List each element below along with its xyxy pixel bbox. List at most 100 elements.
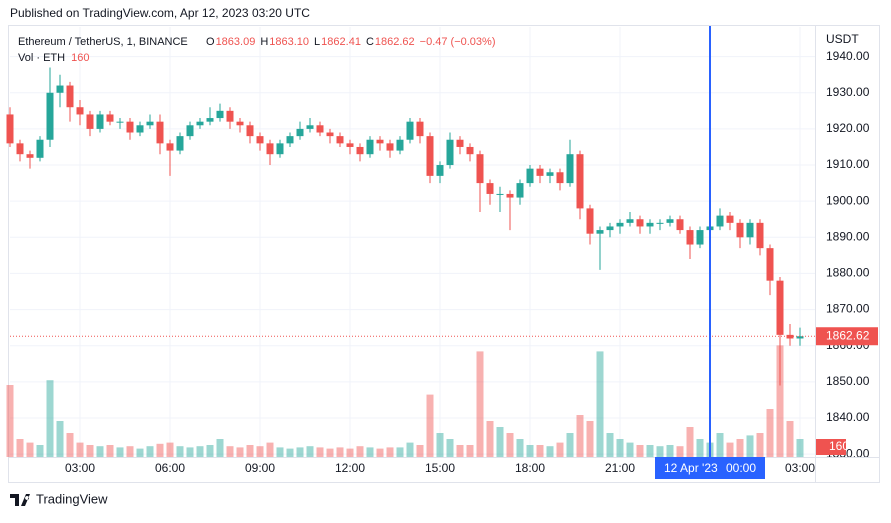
volume-bar (536, 445, 544, 457)
volume-bar (316, 447, 324, 457)
volume-bar (276, 447, 284, 457)
volume-bar (646, 445, 654, 457)
candle-body (556, 172, 564, 184)
candle-body (766, 248, 774, 281)
ohlc-value: 1863.09 (216, 36, 256, 48)
candle-body (406, 121, 414, 140)
y-tick-label: 1900.00 (826, 193, 870, 207)
candle-body (16, 143, 24, 155)
volume-title: Vol · ETH (18, 52, 65, 64)
ohlc-value: 1862.62 (375, 36, 415, 48)
y-tick-label: 1870.00 (826, 302, 870, 316)
ohlc-value: 1863.10 (269, 36, 309, 48)
volume-bar (486, 421, 494, 457)
candle-body (626, 219, 634, 223)
candle-body (166, 143, 174, 151)
candle-body (586, 208, 594, 234)
y-tick-label: 1940.00 (826, 49, 870, 63)
candle-body (156, 121, 164, 144)
candle-body (576, 154, 584, 209)
candle-body (216, 110, 224, 119)
volume-bar (36, 445, 44, 457)
x-tick-label: 03:00 (65, 461, 95, 475)
candle-body (516, 183, 524, 198)
candle-body (246, 125, 254, 137)
volume-bar (746, 435, 754, 457)
candle-body (6, 114, 14, 144)
volume-bar (716, 433, 724, 457)
volume-bar (366, 447, 374, 457)
candle-body (126, 121, 134, 133)
volume-bar (506, 433, 514, 457)
volume-bar (726, 442, 734, 457)
candle-body (596, 230, 604, 234)
candle-body (316, 125, 324, 133)
candle-body (56, 85, 64, 93)
brand: TradingView (36, 491, 108, 506)
volume-bar (186, 447, 194, 457)
volume-bar (66, 433, 74, 457)
candle-body (566, 154, 574, 184)
candle-body (376, 139, 384, 144)
candle-body (546, 172, 554, 176)
volume-bar (636, 445, 644, 457)
y-tick-label: 1840.00 (826, 410, 870, 424)
volume-bar (96, 446, 104, 457)
volume-bar (436, 433, 444, 457)
candle-body (686, 230, 694, 245)
volume-bar (606, 433, 614, 457)
candle-body (606, 226, 614, 231)
volume-bar (126, 446, 134, 457)
volume-bar (566, 433, 574, 457)
volume-bar (596, 351, 604, 457)
x-tick-label: 21:00 (605, 461, 635, 475)
candle-body (386, 143, 394, 151)
volume-bar (396, 447, 404, 457)
volume-bar (556, 442, 564, 457)
volume-bar (676, 446, 684, 457)
volume-bar (246, 445, 254, 457)
candle-body (466, 146, 474, 155)
volume-bar (336, 447, 344, 457)
candle-body (26, 154, 34, 158)
candle-body (236, 121, 244, 126)
volume-bar (306, 446, 314, 457)
ohlc-key: H (260, 36, 268, 48)
volume-bar (786, 421, 794, 457)
volume-bar (796, 439, 804, 457)
candle-body (776, 280, 784, 335)
volume-bar (266, 442, 274, 457)
volume-bar (286, 448, 294, 457)
x-tick-label: 12:00 (335, 461, 365, 475)
volume-bar (216, 439, 224, 457)
volume-bar (736, 439, 744, 457)
y-tick-label: 1880.00 (826, 266, 870, 280)
volume-bar (626, 442, 634, 457)
volume-bar (86, 445, 94, 457)
candle-body (696, 230, 704, 245)
candle-body (656, 222, 664, 224)
x-tick-label: 06:00 (155, 461, 185, 475)
candle-body (446, 139, 454, 166)
volume-bar (766, 409, 774, 457)
candle-body (436, 165, 444, 176)
ohlc-key: O (206, 36, 215, 48)
candle-body (146, 121, 154, 126)
chart-frame (8, 25, 880, 483)
candle-body (306, 125, 314, 129)
volume-last-box (816, 439, 846, 455)
candle-body (346, 143, 354, 147)
volume-bar (696, 439, 704, 457)
candle-body (186, 125, 194, 137)
crosshair-box (655, 457, 765, 479)
volume-bar (236, 447, 244, 457)
currency: USDT (826, 32, 859, 46)
volume-bar (476, 351, 484, 457)
y-tick-label: 1890.00 (826, 229, 870, 243)
candle-body (96, 114, 104, 129)
volume-bar (376, 448, 384, 457)
candle-body (366, 139, 374, 155)
volume-bar (466, 445, 474, 457)
candle-body (336, 136, 344, 144)
